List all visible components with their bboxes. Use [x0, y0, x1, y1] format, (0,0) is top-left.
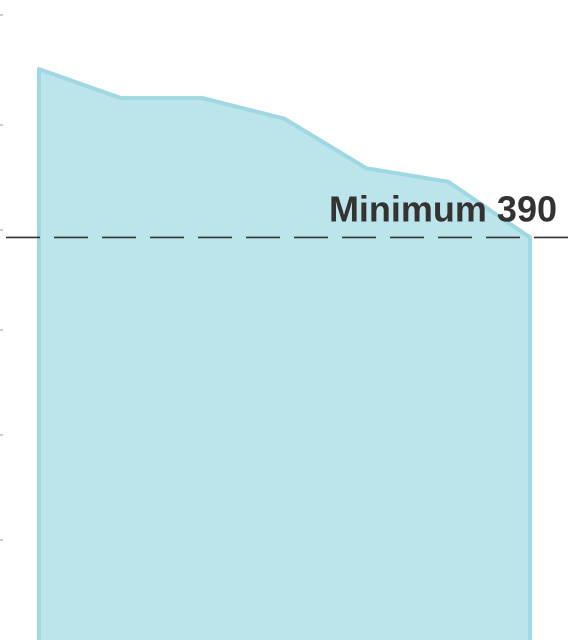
minimum-reference-label: Minimum 390 — [329, 188, 557, 229]
series-area-layer — [37, 67, 532, 640]
y-axis-ticks — [0, 14, 3, 541]
area-fill — [39, 69, 530, 640]
reference-line-group: Minimum 390 — [4, 188, 570, 239]
area-outline — [37, 67, 532, 640]
